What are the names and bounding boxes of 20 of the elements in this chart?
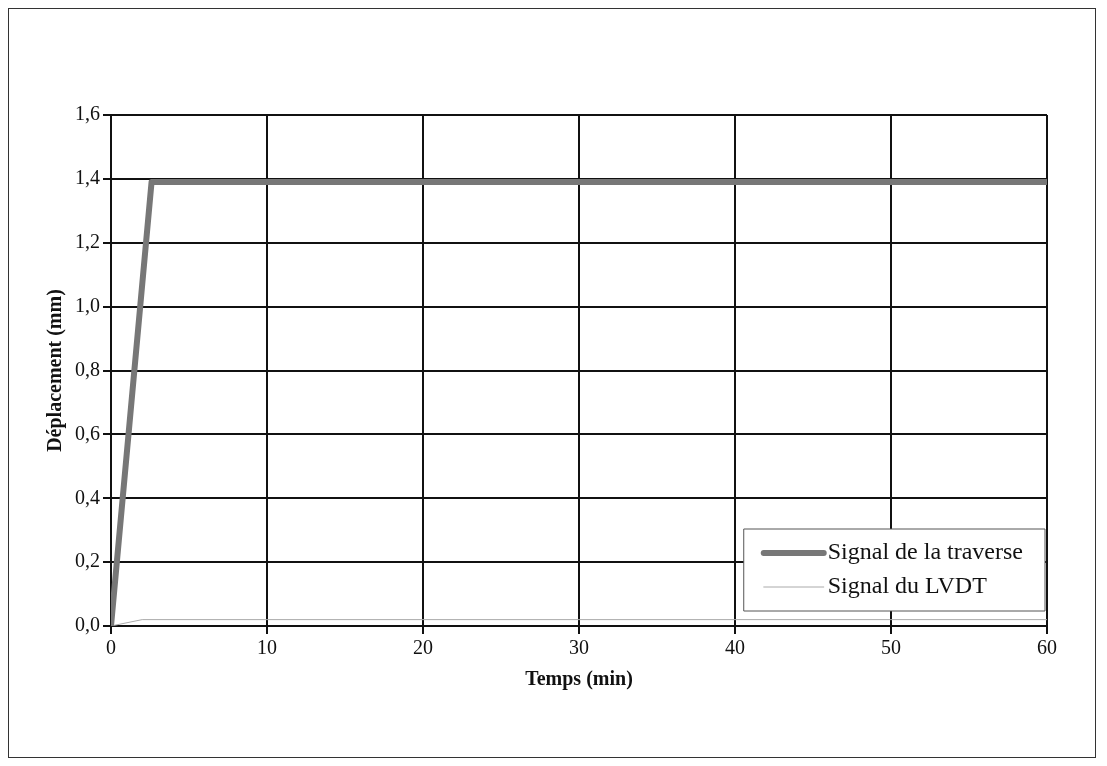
x-tick-label: 60: [1037, 636, 1057, 659]
y-tick-label: 0,2: [75, 549, 100, 572]
y-tick-label: 1,0: [75, 293, 100, 316]
y-tick-label: 0,8: [75, 357, 100, 380]
legend-label: Signal du LVDT: [827, 572, 988, 599]
x-tick-label: 10: [257, 636, 277, 659]
y-tick-label: 1,4: [75, 166, 100, 189]
y-tick-label: 0,6: [75, 421, 100, 444]
x-tick-label: 20: [413, 636, 433, 659]
y-tick-label: 0,4: [75, 485, 100, 508]
y-tick-label: 1,6: [75, 102, 100, 125]
x-tick-label: 30: [569, 636, 589, 659]
y-tick-label: 0,0: [75, 613, 100, 636]
x-tick-label: 40: [725, 636, 745, 659]
legend-label: Signal de la traverse: [827, 538, 1024, 565]
y-tick-label: 1,2: [75, 230, 100, 252]
x-tick-label: 50: [881, 636, 901, 659]
x-tick-label: 0: [106, 636, 116, 659]
y-axis-title: Déplacement (mm): [43, 289, 67, 452]
x-axis-title: Temps (min): [525, 667, 633, 691]
